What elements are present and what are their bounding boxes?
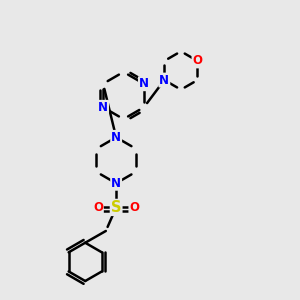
Text: S: S	[111, 200, 122, 215]
Text: N: N	[159, 74, 169, 87]
Text: N: N	[139, 77, 149, 90]
Text: N: N	[98, 101, 108, 114]
Text: O: O	[93, 201, 103, 214]
Text: N: N	[111, 131, 121, 144]
Text: O: O	[193, 54, 202, 68]
Text: O: O	[129, 201, 140, 214]
Text: N: N	[111, 177, 121, 190]
